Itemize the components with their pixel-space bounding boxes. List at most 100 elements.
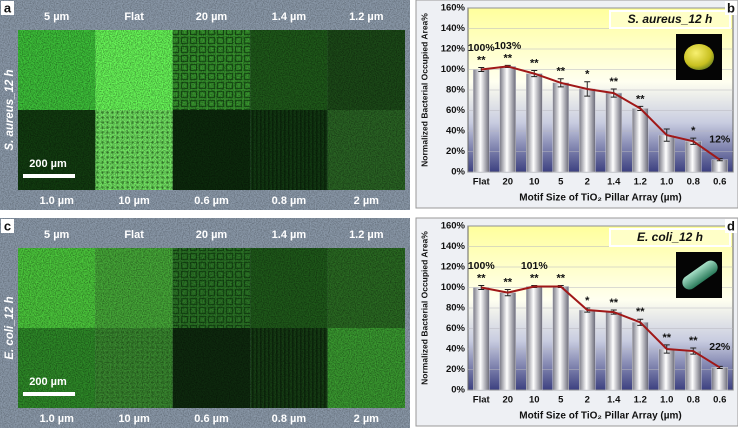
bar <box>579 88 596 173</box>
organism-label: E. coli_12 h <box>4 296 16 359</box>
bar <box>499 66 516 173</box>
title-box <box>609 228 731 247</box>
y-tick-label: 100% <box>441 282 466 293</box>
image-label: 20 µm <box>196 11 228 23</box>
value-label: 100% <box>468 260 496 272</box>
y-tick-label: 100% <box>441 64 466 75</box>
significance-mark: ** <box>530 57 539 69</box>
x-tick-label: 10 <box>529 395 540 406</box>
x-axis-label: Motif Size of TiO₂ Pillar Array (µm) <box>519 193 681 204</box>
bar <box>632 322 649 391</box>
significance-mark: ** <box>530 272 539 284</box>
significance-mark: ** <box>662 332 671 344</box>
y-tick-label: 120% <box>441 262 466 273</box>
value-label: 12% <box>709 133 731 145</box>
x-tick-label: 0.8 <box>687 177 700 188</box>
image-label: 5 µm <box>44 229 70 241</box>
significance-mark: ** <box>609 76 618 88</box>
image-label: 0.8 µm <box>272 195 307 207</box>
bar <box>473 287 490 391</box>
image-label: Flat <box>124 229 144 241</box>
panel-letter: b <box>727 0 735 15</box>
significance-mark: * <box>585 295 590 307</box>
bar <box>711 159 728 173</box>
y-tick-label: 80% <box>446 303 466 314</box>
panel-letter-box <box>1 1 14 15</box>
organism-label: S. aureus_12 h <box>4 69 16 150</box>
image-label: 0.6 µm <box>194 413 229 425</box>
image-label: 1.0 µm <box>39 413 74 425</box>
bar <box>685 350 702 391</box>
significance-mark: ** <box>636 306 645 318</box>
trend-line <box>481 285 721 369</box>
bar <box>552 82 569 173</box>
image-label: 0.8 µm <box>272 413 307 425</box>
significance-mark: ** <box>477 54 486 66</box>
significance-mark: * <box>585 69 590 81</box>
bar <box>579 309 596 391</box>
scale-bar <box>23 392 75 396</box>
x-tick-label: 2 <box>585 395 590 406</box>
bar <box>658 348 675 391</box>
bar <box>711 367 728 391</box>
y-tick-label: 80% <box>446 85 466 96</box>
bacterium-icon <box>684 44 714 70</box>
y-tick-label: 40% <box>446 344 466 355</box>
y-tick-label: 0% <box>451 167 465 178</box>
y-tick-label: 160% <box>441 3 466 14</box>
bar <box>526 73 543 173</box>
micrograph-texture <box>18 30 405 190</box>
y-tick-label: 20% <box>446 364 466 375</box>
x-tick-label: 1.2 <box>634 177 647 188</box>
scale-bar <box>23 174 75 178</box>
y-tick-label: 20% <box>446 146 466 157</box>
x-tick-label: Flat <box>473 177 491 188</box>
bar <box>632 108 649 173</box>
panel-letter: a <box>4 0 12 15</box>
scale-bar-label: 200 µm <box>29 158 67 170</box>
bar <box>526 286 543 391</box>
image-label: 2 µm <box>354 195 380 207</box>
trend-line <box>481 65 721 161</box>
image-label: Flat <box>124 11 144 23</box>
chart-title: E. coli_12 h <box>637 230 703 244</box>
value-label: 22% <box>709 341 731 353</box>
significance-mark: ** <box>477 272 486 284</box>
significance-mark: ** <box>609 297 618 309</box>
image-label: 1.4 µm <box>272 11 307 23</box>
significance-mark: ** <box>556 66 565 78</box>
image-label: 20 µm <box>196 229 228 241</box>
image-label: 1.0 µm <box>39 195 74 207</box>
significance-mark: ** <box>503 276 512 288</box>
y-axis-label: Normalized Bacterial Occupied Area% <box>419 13 429 167</box>
y-tick-label: 120% <box>441 44 466 55</box>
y-tick-label: 60% <box>446 105 466 116</box>
image-label: 10 µm <box>118 195 150 207</box>
x-tick-label: 1.0 <box>660 177 673 188</box>
bar <box>605 92 622 173</box>
y-axis-label: Normalized Bacterial Occupied Area% <box>419 231 429 385</box>
bar <box>552 286 569 391</box>
bacterium-icon <box>682 260 718 290</box>
x-tick-label: 0.6 <box>713 177 726 188</box>
bar <box>499 292 516 391</box>
y-tick-label: 140% <box>441 241 466 252</box>
value-label: 101% <box>521 260 549 272</box>
significance-mark: ** <box>636 93 645 105</box>
significance-mark: ** <box>503 52 512 64</box>
image-label: 0.6 µm <box>194 195 229 207</box>
significance-mark: ** <box>689 335 698 347</box>
y-tick-label: 140% <box>441 23 466 34</box>
panel-letter-box <box>1 219 14 233</box>
title-box <box>609 10 731 29</box>
panel-letter-box <box>725 1 737 15</box>
y-tick-label: 0% <box>451 385 465 396</box>
y-tick-label: 60% <box>446 323 466 334</box>
y-tick-label: 160% <box>441 221 466 232</box>
significance-mark: * <box>691 125 696 137</box>
image-label: 10 µm <box>118 413 150 425</box>
x-tick-label: 0.6 <box>713 395 726 406</box>
